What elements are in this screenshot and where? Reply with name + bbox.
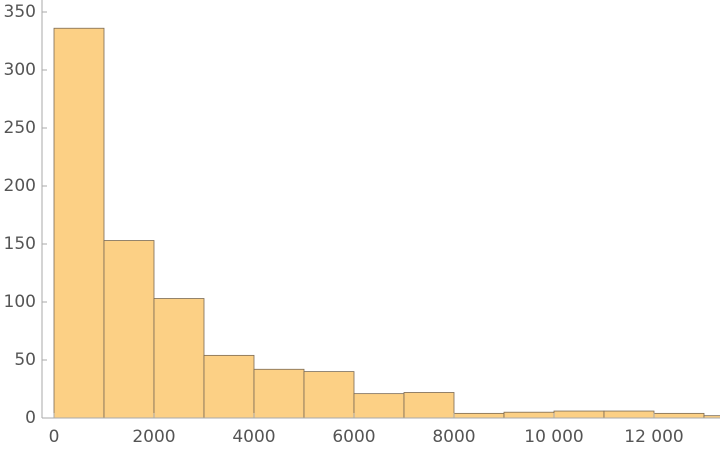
y-tick-label: 250 bbox=[4, 118, 36, 138]
y-tick-label: 50 bbox=[14, 350, 36, 370]
bar bbox=[553, 410, 605, 419]
bar bbox=[103, 240, 155, 419]
bar bbox=[303, 371, 355, 419]
y-tick-label: 0 bbox=[25, 408, 36, 428]
bar bbox=[453, 412, 505, 419]
bar bbox=[503, 411, 555, 419]
x-tick-label: 0 bbox=[49, 427, 60, 447]
x-tick-label: 8000 bbox=[432, 427, 475, 447]
x-tick-label: 6000 bbox=[332, 427, 375, 447]
bar bbox=[203, 354, 255, 419]
bar bbox=[53, 27, 105, 419]
bar bbox=[653, 412, 705, 419]
x-tick-label: 4000 bbox=[232, 427, 275, 447]
bar bbox=[603, 410, 655, 419]
x-tick-label: 10 000 bbox=[524, 427, 583, 447]
y-tick-label: 200 bbox=[4, 176, 36, 196]
x-tick-label: 12 000 bbox=[624, 427, 683, 447]
y-tick-label: 300 bbox=[4, 60, 36, 80]
bar bbox=[253, 368, 305, 419]
y-tick-label: 100 bbox=[4, 292, 36, 312]
bar bbox=[153, 298, 205, 419]
y-tick-label: 350 bbox=[4, 2, 36, 22]
bar bbox=[403, 392, 455, 419]
bar bbox=[703, 415, 720, 419]
x-tick-label: 2000 bbox=[132, 427, 175, 447]
bar bbox=[353, 393, 405, 419]
y-tick-label: 150 bbox=[4, 234, 36, 254]
bars bbox=[53, 27, 720, 419]
